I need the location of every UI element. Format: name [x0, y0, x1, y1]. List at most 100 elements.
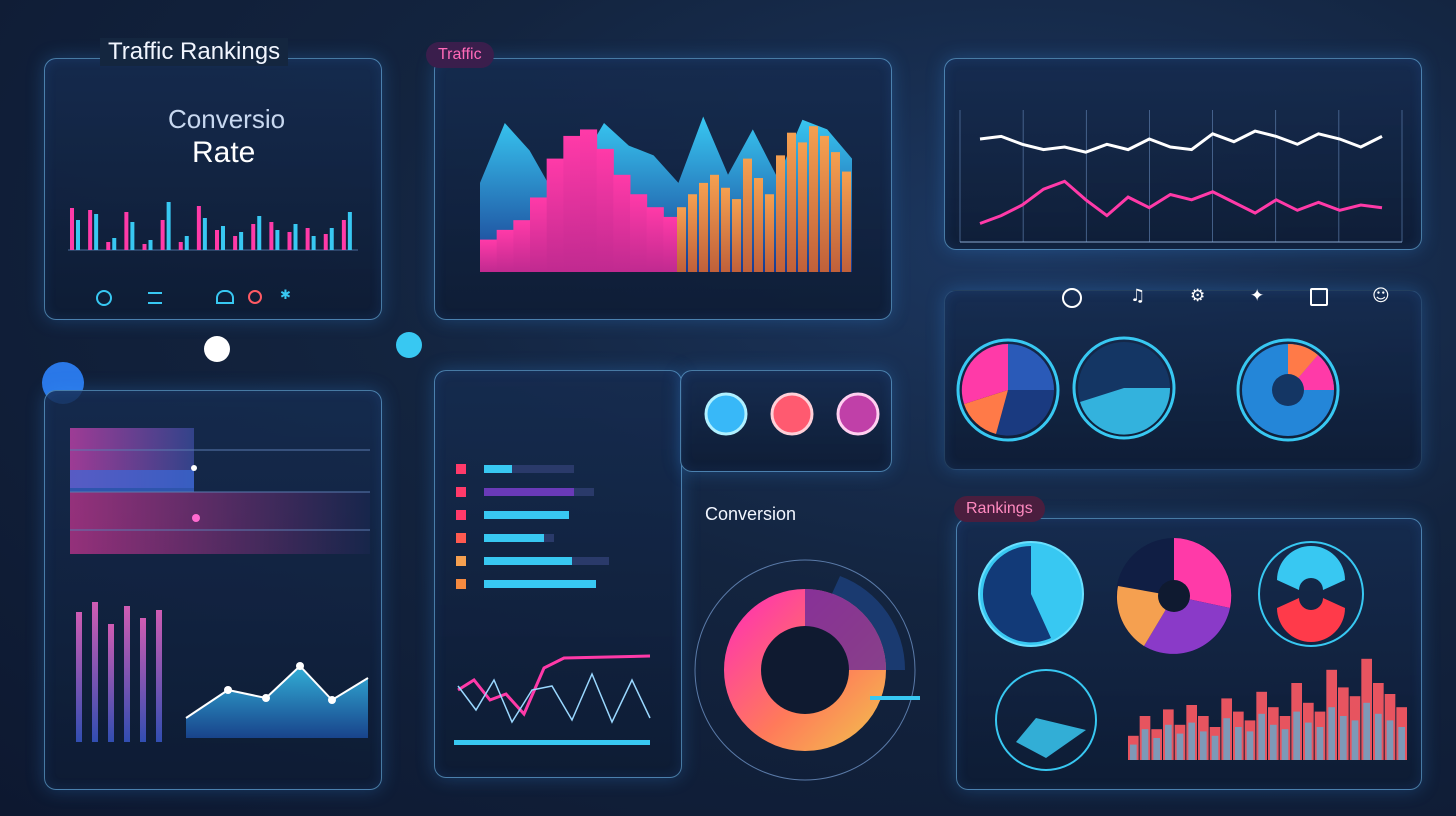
conversion-bar: [142, 244, 147, 250]
bar-fill: [484, 465, 512, 473]
gauge-icon: [216, 290, 234, 304]
traffic-pink-bar: [513, 220, 531, 272]
rank-bar-cyan: [1141, 729, 1149, 760]
bar-fill: [484, 534, 544, 542]
pie-3: [1236, 338, 1340, 442]
ring-icon: [96, 290, 112, 306]
conversion-rate-panel: [44, 58, 382, 320]
traffic-orange-bar: [798, 142, 807, 272]
conversion-bar: [329, 228, 334, 250]
rank-bar-cyan: [1305, 722, 1312, 760]
rank-bar-cyan: [1153, 738, 1160, 760]
traffic-orange-bar: [688, 194, 697, 272]
rank-bar-cyan: [1188, 722, 1195, 760]
traffic-rankings-text: Traffic Rankings: [108, 38, 281, 65]
traffic-pink-bar: [596, 148, 614, 272]
traffic-orange-bar: [776, 155, 785, 272]
pie-charts: [956, 336, 1340, 442]
spark-icon: ✱: [280, 288, 291, 303]
pie-1: [956, 338, 1060, 442]
gradient-block-chart: [70, 428, 370, 554]
rank-bar-cyan: [1200, 731, 1207, 760]
traffic-pink-bar: [580, 129, 598, 272]
three-circles: [704, 392, 880, 436]
traffic-orange-bar: [721, 187, 730, 272]
rank-bar-cyan: [1235, 727, 1242, 760]
conversion-bar: [76, 220, 80, 250]
conversion-rate-icon-row: ✱: [96, 288, 366, 306]
line-chart: [959, 110, 1403, 243]
conversion-bar: [124, 212, 129, 250]
user-icon[interactable]: ☺: [1372, 286, 1390, 306]
rank-bar-cyan: [1328, 707, 1335, 760]
rank-bar-cyan: [1316, 727, 1324, 760]
traffic-pink-bar: [496, 229, 514, 272]
rank-bar-cyan: [1176, 733, 1184, 760]
traffic-orange-bar: [809, 126, 818, 272]
conversion-bar: [94, 214, 99, 250]
bar-fill: [484, 557, 572, 565]
traffic-pill[interactable]: Traffic: [426, 42, 494, 68]
traffic-rankings-title: Traffic Rankings: [100, 38, 289, 66]
rank-bar-cyan: [1351, 720, 1359, 760]
traffic-orange-bar: [677, 207, 686, 272]
conversion-bar: [305, 228, 310, 250]
conversion-bar: [215, 230, 219, 250]
conversion-title: Conversion: [705, 504, 797, 524]
rank-bar-cyan: [1363, 702, 1370, 760]
line-series: [979, 179, 1383, 225]
conversion-bar: [184, 236, 189, 250]
conversion-bar: [311, 236, 316, 250]
circle-icon[interactable]: [1062, 288, 1082, 308]
line-chart-panel: [944, 58, 1422, 250]
traffic-pink-bar: [563, 135, 581, 272]
traffic-pink-bar: [613, 174, 631, 272]
bar-color-square: [456, 579, 466, 589]
robot-icon[interactable]: ⚙: [1190, 286, 1206, 306]
calendar-icon[interactable]: [1310, 288, 1328, 306]
conversion-bar: [341, 220, 346, 250]
conversion-bar: [323, 234, 328, 250]
traffic-orange-bar: [754, 178, 763, 272]
conversion-bar: [160, 220, 165, 250]
bar-color-square: [456, 487, 466, 497]
bar-color-square: [456, 464, 466, 474]
traffic-orange-bar: [831, 152, 840, 272]
music-icon[interactable]: ♫: [1130, 286, 1146, 306]
conversion-bar: [269, 222, 274, 250]
compass-icon[interactable]: ✦: [1250, 286, 1265, 306]
conversion-bar: [275, 230, 280, 250]
rank-bar-cyan: [1258, 713, 1265, 760]
conversion-bar: [88, 210, 93, 250]
rank-pie-2: [1116, 538, 1232, 654]
rank-bar-cyan: [1246, 731, 1254, 760]
vertical-bars-and-area-chart: [76, 602, 369, 742]
bar-color-square: [456, 533, 466, 543]
rank-bar-cyan: [1130, 744, 1137, 760]
traffic-pink-bar: [646, 207, 664, 272]
rankings-pies: [978, 538, 1364, 771]
conversion-bar: [347, 212, 352, 250]
conversion-rate-bar-chart: [68, 202, 358, 251]
rank-bar-cyan: [1165, 724, 1172, 760]
conversion-bar: [233, 236, 238, 250]
rank-bar-cyan: [1375, 713, 1382, 760]
conversion-bar: [130, 222, 135, 250]
traffic-pink-bar: [530, 197, 548, 272]
rank-bar-cyan: [1211, 735, 1219, 760]
traffic-orange-bar: [787, 132, 796, 272]
traffic-orange-bar: [710, 174, 719, 272]
bar-color-square: [456, 510, 466, 520]
white-dot: [204, 336, 230, 362]
cyan-dot: [396, 332, 422, 358]
traffic-orange-bar: [820, 135, 829, 272]
traffic-orange-bar: [842, 171, 851, 272]
line-series: [979, 129, 1383, 154]
bar-track: [484, 465, 574, 473]
bar-fill: [484, 580, 596, 588]
pie-2: [1072, 336, 1176, 440]
rankings-pill[interactable]: Rankings: [954, 496, 1045, 522]
traffic-orange-bar: [743, 158, 752, 272]
conversion-bar: [106, 242, 111, 250]
traffic-orange-bar: [732, 199, 741, 272]
